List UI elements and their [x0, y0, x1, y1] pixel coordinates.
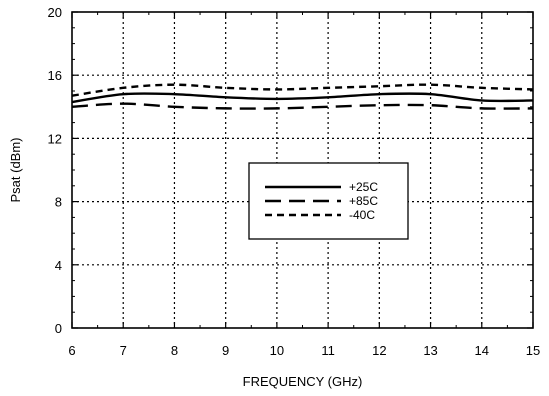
y-tick-label: 16 — [48, 68, 62, 83]
x-tick-label: 14 — [475, 343, 489, 358]
y-axis-label: Psat (dBm) — [8, 137, 23, 202]
x-tick-label: 10 — [270, 343, 284, 358]
x-tick-label: 15 — [526, 343, 540, 358]
y-tick-label: 8 — [55, 195, 62, 210]
x-axis-label: FREQUENCY (GHz) — [243, 374, 363, 389]
legend-label: -40C — [349, 208, 375, 222]
series-line — [71, 83, 534, 97]
x-tick-label: 8 — [171, 343, 178, 358]
x-tick-label: 9 — [222, 343, 229, 358]
y-tick-label: 4 — [55, 258, 62, 273]
tick-labels: 6 7 8 9 10 11 12 13 14 15 0 4 8 12 16 20 — [48, 5, 541, 358]
legend-label: +85C — [349, 194, 378, 208]
series-line — [71, 92, 534, 104]
x-tick-label: 12 — [372, 343, 386, 358]
x-tick-label: 6 — [68, 343, 75, 358]
y-tick-label: 0 — [55, 321, 62, 336]
x-tick-label: 7 — [120, 343, 127, 358]
y-tick-label: 20 — [48, 5, 62, 20]
series-lines — [71, 83, 534, 110]
axis-ticks — [71, 11, 534, 329]
series-line — [71, 102, 534, 110]
y-tick-label: 12 — [48, 131, 62, 146]
x-tick-label: 13 — [423, 343, 437, 358]
legend: +25C+85C-40C — [248, 162, 409, 240]
x-tick-label: 11 — [321, 343, 335, 358]
legend-label: +25C — [349, 180, 378, 194]
